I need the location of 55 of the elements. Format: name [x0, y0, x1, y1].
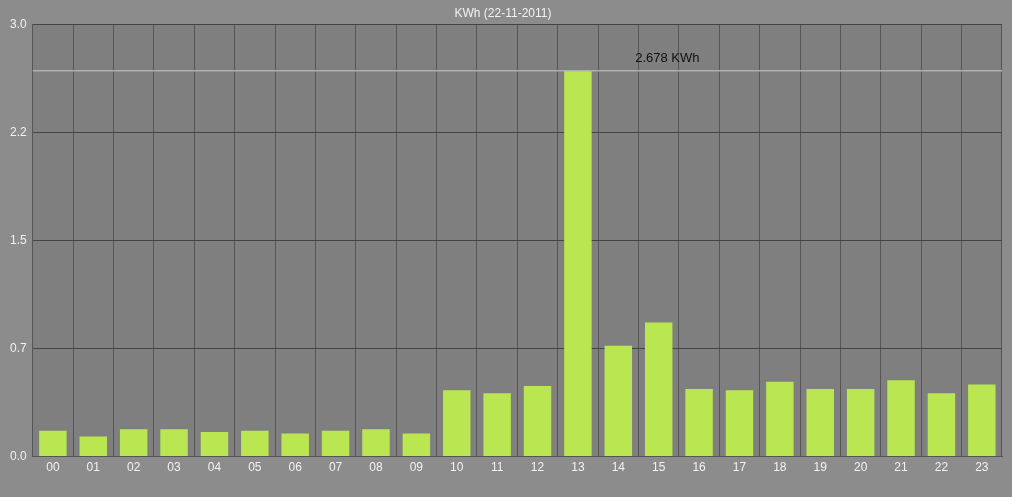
x-tick-label: 16 [692, 460, 707, 475]
x-tick-label: 15 [652, 460, 666, 475]
bar [846, 388, 875, 457]
x-tick-label: 23 [975, 460, 989, 475]
x-tick-label: 05 [248, 460, 262, 475]
bar [160, 429, 188, 457]
bar [968, 384, 996, 457]
x-tick-label: 11 [490, 460, 504, 475]
x-tick-label: 08 [369, 460, 383, 475]
bar [644, 322, 673, 457]
bar [321, 430, 350, 457]
bar [806, 388, 834, 457]
x-tick-label: 12 [530, 460, 545, 475]
y-tick-label: 1.5 [9, 232, 27, 247]
bar [564, 70, 592, 457]
bar [443, 390, 471, 457]
x-tick-label: 06 [288, 460, 303, 475]
bar [483, 393, 511, 457]
x-tick-label: 19 [813, 460, 828, 475]
x-tick-label: 07 [328, 460, 343, 475]
y-tick-label: 3.0 [9, 16, 27, 31]
x-tick-label: 03 [167, 460, 182, 475]
bar [685, 388, 713, 457]
x-tick-label: 21 [894, 460, 909, 475]
x-tick-label: 14 [611, 460, 626, 475]
x-tick-label: 04 [207, 460, 222, 475]
bar [927, 393, 956, 457]
bar [200, 432, 229, 457]
bar [362, 429, 390, 457]
x-tick-label: 02 [126, 460, 141, 475]
bar [402, 433, 431, 457]
bar [604, 345, 633, 457]
x-tick-label: 20 [853, 460, 868, 475]
x-tick-label: 17 [732, 460, 747, 475]
bar [241, 430, 269, 457]
bar [281, 433, 309, 457]
bar [887, 380, 915, 457]
x-tick-label: 13 [571, 460, 585, 475]
chart-title: KWh (22-11-2011) [454, 5, 552, 20]
bar [725, 390, 754, 457]
y-tick-label: 0.7 [9, 340, 27, 355]
bar [39, 430, 67, 457]
bar [523, 386, 552, 457]
x-tick-label: 22 [934, 460, 949, 475]
x-tick-label: 18 [773, 460, 787, 475]
y-tick-label: 0.0 [9, 448, 27, 463]
y-tick-label: 2.2 [9, 124, 27, 139]
bar [766, 381, 794, 457]
x-tick-label: 10 [450, 460, 464, 475]
x-tick-label: 00 [46, 460, 60, 475]
ref-line-label: 2.678 KWh [635, 49, 700, 65]
x-tick-label: 09 [409, 460, 424, 475]
bar [119, 429, 148, 457]
bar [79, 436, 107, 457]
x-tick-label: 01 [86, 460, 101, 475]
